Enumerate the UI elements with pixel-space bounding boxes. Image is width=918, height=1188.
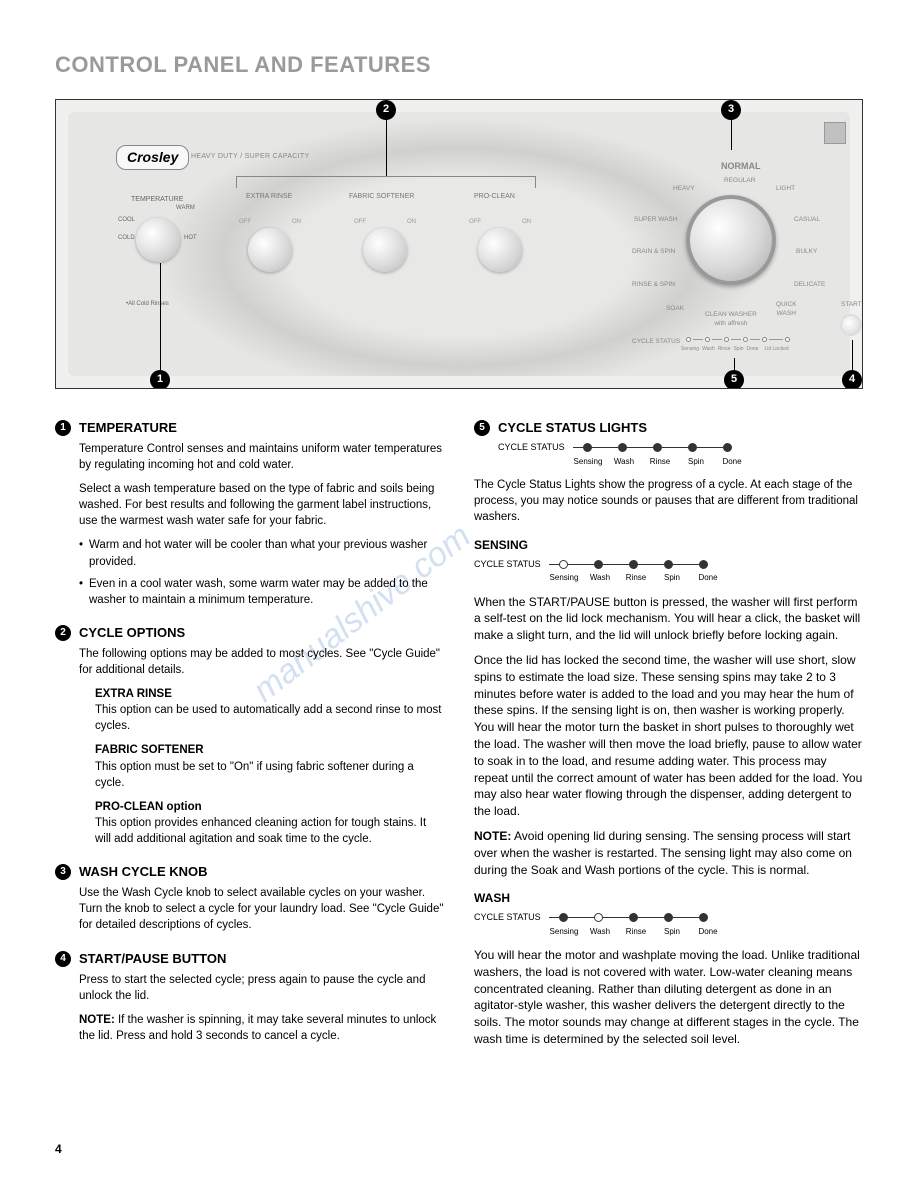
cycle-normal: NORMAL	[721, 160, 761, 173]
cycle-drainspin: DRAIN & SPIN	[632, 247, 675, 256]
on-label: ON	[407, 218, 416, 226]
cold-rinses: •All Cold Rinses	[126, 300, 169, 308]
callout-4: 4	[842, 370, 862, 389]
status-diagram-all: CYCLE STATUS SensingWashRinseSpinDone	[498, 441, 863, 467]
start-button	[840, 314, 862, 336]
sensing-heading: SENSING	[474, 537, 863, 554]
temp-hot: HOT	[184, 234, 197, 242]
cycle-status-label: CYCLE STATUS	[632, 337, 680, 346]
temp-cold: COLD	[118, 234, 135, 242]
pro-clean-subhead: PRO-CLEAN option	[95, 799, 444, 815]
callout-2-body: 2	[55, 625, 71, 641]
cycle-light: LIGHT	[776, 184, 795, 193]
paragraph: This option can be used to automatically…	[95, 702, 444, 734]
callout-5: 5	[724, 370, 744, 389]
paragraph: Once the lid has locked the second time,…	[474, 652, 863, 820]
pro-clean-knob	[478, 228, 522, 272]
temperature-knob	[136, 218, 180, 262]
off-label: OFF	[239, 218, 251, 226]
cycle-regular: REGULAR	[724, 176, 755, 185]
paragraph: NOTE: Avoid opening lid during sensing. …	[474, 828, 863, 878]
wash-cycle-knob	[686, 195, 776, 285]
extra-rinse-label: EXTRA RINSE	[246, 192, 292, 202]
wash-heading: WASH	[474, 890, 863, 907]
brand-logo: Crosley	[116, 145, 189, 171]
status-diagram-wash: CYCLE STATUS SensingWashRinseSpinDone	[474, 911, 863, 937]
on-label: ON	[292, 218, 301, 226]
start-label: START	[841, 300, 862, 309]
temperature-heading: TEMPERATURE	[79, 419, 177, 437]
temp-warm: WARM	[176, 204, 195, 212]
status-diagram-sensing: CYCLE STATUS SensingWashRinseSpinDone	[474, 558, 863, 584]
fabric-softener-knob	[363, 228, 407, 272]
list-item: Even in a cool water wash, some warm wat…	[79, 576, 444, 608]
pro-clean-label: PRO-CLEAN	[474, 192, 515, 202]
list-item: Warm and hot water will be cooler than w…	[79, 537, 444, 569]
start-pause-heading: START/PAUSE BUTTON	[79, 950, 226, 968]
fabric-softener-label: FABRIC SOFTENER	[349, 192, 414, 202]
paragraph: You will hear the motor and washplate mo…	[474, 947, 863, 1048]
cycle-cleanwasher: CLEAN WASHER with affresh	[705, 310, 757, 328]
control-panel-diagram: Crosley HEAVY DUTY / SUPER CAPACITY TEMP…	[55, 99, 863, 389]
cycle-quickwash: QUICK WASH	[776, 300, 797, 318]
heavy-duty-label: HEAVY DUTY / SUPER CAPACITY	[191, 152, 309, 162]
page-title: CONTROL PANEL AND FEATURES	[55, 50, 863, 81]
callout-2: 2	[376, 100, 396, 120]
cycle-status-lights-heading: CYCLE STATUS LIGHTS	[498, 419, 647, 437]
paragraph: NOTE: If the washer is spinning, it may …	[79, 1012, 444, 1044]
cycle-casual: CASUAL	[794, 215, 820, 224]
extra-rinse-subhead: EXTRA RINSE	[95, 686, 444, 702]
cycle-superwash: SUPER WASH	[634, 215, 677, 224]
cycle-options-heading: CYCLE OPTIONS	[79, 624, 185, 642]
callout-3: 3	[721, 100, 741, 120]
off-label: OFF	[354, 218, 366, 226]
callout-4-body: 4	[55, 951, 71, 967]
wash-cycle-knob-heading: WASH CYCLE KNOB	[79, 863, 208, 881]
status-step-labels: Sensing Wash Rinse Spin Done Lid Locked	[681, 346, 789, 353]
on-label: ON	[522, 218, 531, 226]
callout-1-body: 1	[55, 420, 71, 436]
cycle-status-lights	[686, 337, 790, 342]
cycle-soak: SOAK	[666, 304, 684, 313]
cycle-bulky: BULKY	[796, 247, 817, 256]
cycle-rinsespin: RINSE & SPIN	[632, 280, 675, 289]
energy-star-icon	[824, 122, 846, 144]
off-label: OFF	[469, 218, 481, 226]
paragraph: Use the Wash Cycle knob to select availa…	[79, 885, 444, 933]
paragraph: The Cycle Status Lights show the progres…	[474, 477, 863, 525]
callout-5-body: 5	[474, 420, 490, 436]
paragraph: Temperature Control senses and maintains…	[79, 441, 444, 473]
temp-cool: COOL	[118, 216, 135, 224]
paragraph: This option provides enhanced cleaning a…	[95, 815, 444, 847]
cycle-delicate: DELICATE	[794, 280, 825, 289]
paragraph: When the START/PAUSE button is pressed, …	[474, 594, 863, 644]
fabric-softener-subhead: FABRIC SOFTENER	[95, 742, 444, 758]
paragraph: Press to start the selected cycle; press…	[79, 972, 444, 1004]
cycle-heavy: HEAVY	[673, 184, 695, 193]
paragraph: Select a wash temperature based on the t…	[79, 481, 444, 529]
extra-rinse-knob	[248, 228, 292, 272]
paragraph: The following options may be added to mo…	[79, 646, 444, 678]
callout-1: 1	[150, 370, 170, 389]
page-number: 4	[55, 1141, 62, 1158]
callout-3-body: 3	[55, 864, 71, 880]
paragraph: This option must be set to "On" if using…	[95, 759, 444, 791]
